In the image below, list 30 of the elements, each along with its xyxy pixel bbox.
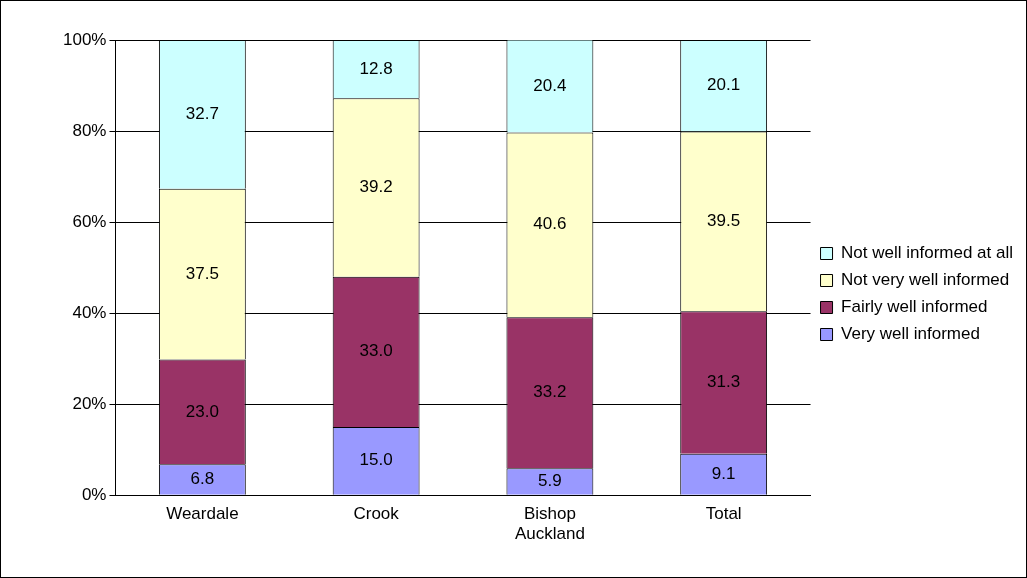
data-label: 33.2 bbox=[533, 382, 567, 402]
data-label: 39.5 bbox=[707, 211, 741, 231]
data-label: 15.0 bbox=[359, 450, 393, 470]
y-tick-label: 40% bbox=[72, 302, 107, 322]
data-label: 5.9 bbox=[538, 471, 562, 491]
data-label: 6.8 bbox=[190, 469, 215, 489]
data-label: 40.6 bbox=[533, 214, 567, 234]
legend-label: Not well informed at all bbox=[841, 243, 1014, 263]
legend-label: Very well informed bbox=[841, 324, 980, 344]
legend-label: Not very well informed bbox=[841, 270, 1010, 290]
x-tick-label: Crook bbox=[353, 504, 400, 524]
data-label: 39.2 bbox=[359, 177, 393, 197]
data-label: 9.1 bbox=[711, 463, 736, 483]
x-tick-label: Total bbox=[705, 504, 742, 524]
data-label: 20.4 bbox=[533, 75, 567, 95]
data-label: 32.7 bbox=[185, 104, 219, 124]
data-label: 31.3 bbox=[707, 372, 741, 392]
y-tick-label: 100% bbox=[63, 29, 107, 49]
x-tick-label: Bishop Auckland bbox=[514, 504, 585, 544]
data-label: 20.1 bbox=[707, 75, 741, 95]
data-label: 12.8 bbox=[359, 58, 393, 78]
y-tick-label: 60% bbox=[72, 211, 107, 231]
data-label: 33.0 bbox=[359, 341, 393, 361]
legend-label: Fairly well informed bbox=[841, 297, 988, 317]
y-tick-label: 20% bbox=[72, 393, 107, 413]
data-label: 23.0 bbox=[185, 401, 219, 421]
data-label: 37.5 bbox=[185, 263, 219, 283]
y-tick-label: 0% bbox=[81, 484, 107, 504]
y-tick-label: 80% bbox=[72, 120, 107, 140]
x-tick-label: Weardale bbox=[166, 504, 239, 524]
